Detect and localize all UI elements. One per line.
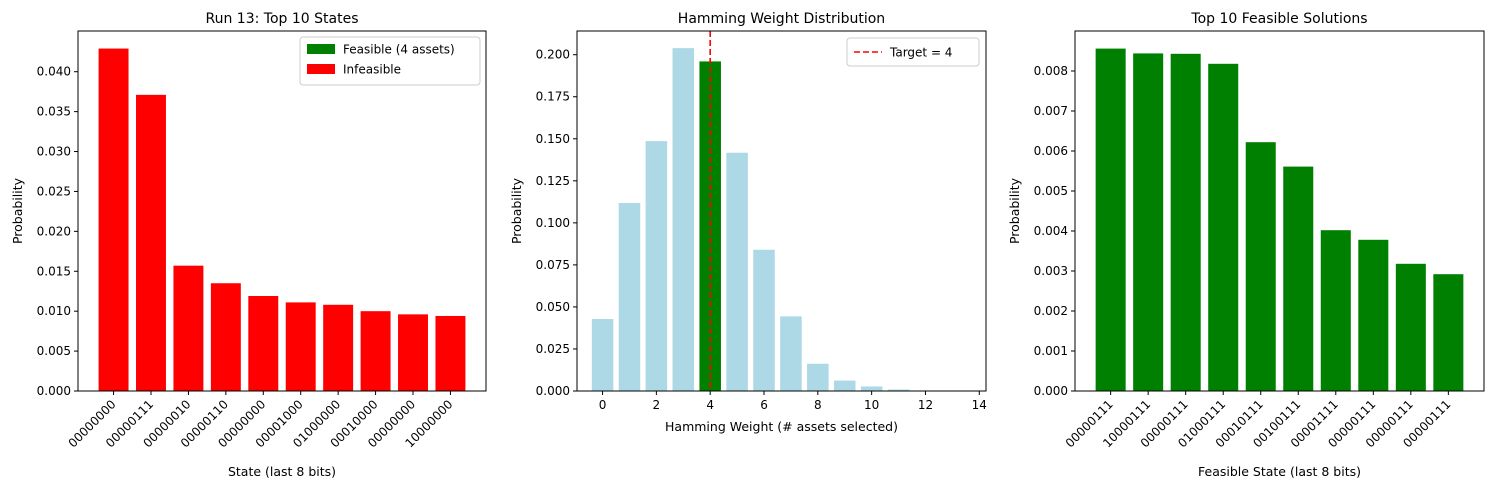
legend-label: Feasible (4 assets): [343, 43, 455, 57]
y-tick-label: 0.015: [37, 264, 71, 278]
x-tick-label: 4: [706, 398, 714, 412]
y-tick-label: 0.003: [1034, 264, 1068, 278]
x-tick-label: 10: [864, 398, 879, 412]
y-tick-label: 0.150: [536, 132, 570, 146]
bar: [360, 311, 391, 391]
bar: [285, 302, 316, 391]
chart-title: Top 10 Feasible Solutions: [1190, 11, 1367, 27]
legend-swatch: [307, 64, 335, 74]
bar: [780, 316, 802, 391]
y-tick-label: 0.025: [37, 184, 71, 198]
y-tick-label: 0.000: [37, 384, 71, 398]
x-axis-label: State (last 8 bits): [228, 464, 336, 479]
y-axis-label: Probability: [1007, 177, 1022, 244]
bar: [173, 265, 204, 391]
y-tick-label: 0.008: [1034, 64, 1068, 78]
y-tick-label: 0.035: [37, 105, 71, 119]
bar: [98, 48, 129, 391]
bar: [645, 141, 668, 391]
y-tick-label: 0.004: [1034, 224, 1068, 238]
bar: [398, 314, 428, 391]
bar: [1245, 142, 1276, 391]
bar: [248, 296, 279, 391]
x-axis-label: Hamming Weight (# assets selected): [665, 419, 898, 434]
bar: [210, 283, 241, 391]
legend-box: [299, 36, 481, 86]
x-tick-label: 14: [972, 398, 987, 412]
y-tick-label: 0.000: [536, 384, 570, 398]
axes-frame: [77, 30, 487, 392]
y-axis-label: Probability: [10, 177, 25, 244]
bar: [1170, 53, 1201, 392]
x-tick-label: 12: [918, 398, 933, 412]
bar: [1433, 274, 1464, 391]
y-tick-label: 0.175: [536, 90, 570, 104]
y-tick-label: 0.002: [1034, 304, 1068, 318]
bar: [726, 152, 748, 391]
y-tick-label: 0.075: [536, 258, 570, 272]
chart-title: Run 13: Top 10 States: [206, 11, 359, 27]
bar: [1095, 48, 1126, 391]
bar: [1358, 239, 1389, 391]
y-tick-label: 0.050: [536, 300, 570, 314]
legend-label: Infeasible: [343, 63, 401, 77]
bar: [435, 315, 466, 391]
y-tick-label: 0.005: [1034, 184, 1068, 198]
bar: [1320, 230, 1351, 391]
bar: [833, 380, 856, 391]
axes-frame: [1074, 30, 1485, 392]
bar: [1283, 166, 1314, 391]
bar: [1133, 53, 1164, 392]
x-tick-label: 8: [814, 398, 822, 412]
y-tick-label: 0.030: [37, 145, 71, 159]
y-tick-label: 0.005: [37, 344, 71, 358]
legend-swatch: [307, 44, 335, 54]
chart-panel-hamming-weight: 0.000 0.025 0.050 0.075 0.100 0.125 0.150 0.175…: [509, 11, 987, 434]
y-tick-label: 0.006: [1034, 144, 1068, 158]
y-tick-label: 0.007: [1034, 104, 1068, 118]
y-tick-label: 0.100: [536, 216, 570, 230]
bar: [807, 363, 829, 391]
bar: [1208, 63, 1239, 392]
y-tick-label: 0.001: [1034, 344, 1068, 358]
y-tick-label: 0.125: [536, 174, 570, 188]
bar: [753, 249, 775, 391]
y-tick-label: 0.000: [1034, 384, 1068, 398]
bar: [618, 203, 641, 391]
x-tick-label: 0: [599, 398, 607, 412]
y-tick-label: 0.010: [37, 304, 71, 318]
axes-frame: [576, 30, 987, 392]
y-tick-label: 0.025: [536, 342, 570, 356]
bar: [672, 48, 695, 391]
bar: [699, 61, 721, 391]
bar: [860, 386, 883, 391]
legend-box: [846, 37, 980, 67]
y-tick-label: 0.200: [536, 48, 570, 62]
legend: Feasible (4 assets) Infeasible: [299, 36, 481, 86]
y-tick-label: 0.020: [37, 224, 71, 238]
legend-label: Target = 4: [889, 46, 952, 60]
bar: [887, 389, 910, 391]
y-tick-label: 0.040: [37, 65, 71, 79]
bar: [323, 304, 354, 391]
chart-panel-top-states: 0000000000000111000000100000011000000000…: [10, 11, 487, 479]
x-tick-label: 2: [653, 398, 661, 412]
chart-title: Hamming Weight Distribution: [678, 11, 885, 27]
x-axis-label: Feasible State (last 8 bits): [1198, 464, 1361, 479]
bar: [136, 94, 166, 391]
legend: Target = 4: [846, 37, 980, 67]
bar: [591, 319, 614, 391]
x-tick-label: 6: [760, 398, 768, 412]
y-axis-label: Probability: [509, 177, 524, 244]
bar: [1395, 263, 1426, 391]
